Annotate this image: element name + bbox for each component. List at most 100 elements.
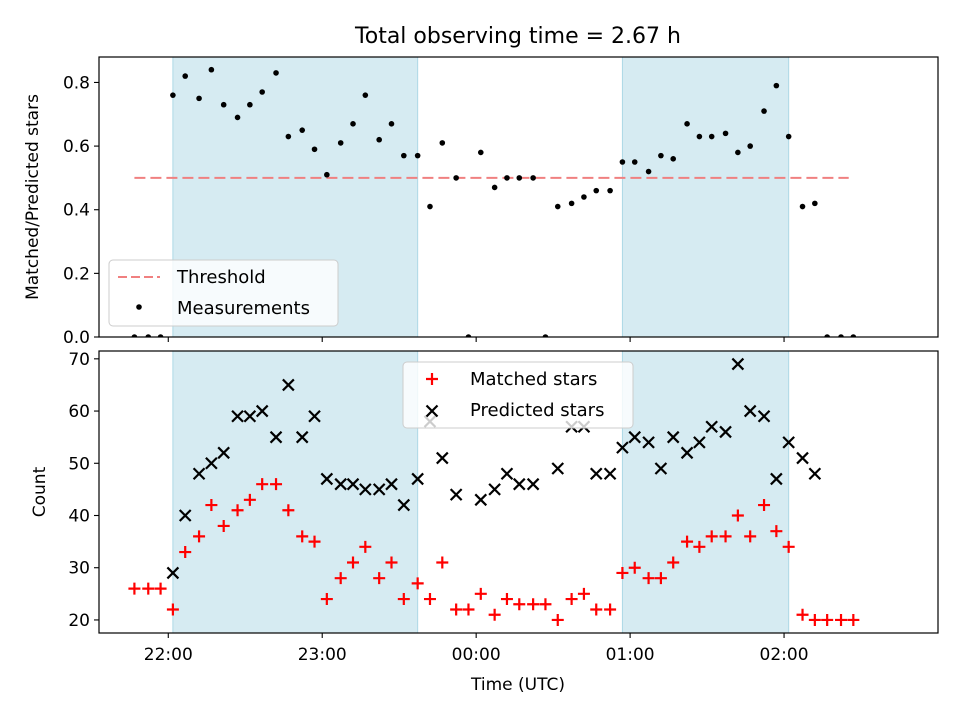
- count-panel: 20 30 40 50 60 70 22:00 23:00 00:00 01:00 02:00 Cou…: [30, 350, 939, 665]
- matched-stars-point: [577, 587, 590, 600]
- matched-stars-point: [821, 613, 834, 626]
- predicted-stars-point: [411, 472, 424, 486]
- y-axis-label: Count: [30, 466, 50, 517]
- legend-box: [108, 259, 339, 327]
- shaded-interval: [621, 350, 790, 634]
- predicted-stars-point: [205, 457, 218, 470]
- matched-stars-point: [347, 556, 360, 569]
- measurement-point: [259, 89, 265, 95]
- measurement-point: [645, 168, 652, 175]
- measurement-point: [773, 82, 780, 89]
- measurement-point: [735, 149, 741, 156]
- plot-area: [128, 357, 860, 626]
- measurement-point: [607, 187, 613, 194]
- matched-stars-point: [808, 613, 821, 626]
- matched-stars-point: [423, 593, 436, 606]
- measurement-point: [568, 200, 575, 207]
- legend-predicted-swatch: [425, 404, 439, 418]
- matched-stars-point: [719, 530, 732, 543]
- matched-stars-point: [256, 478, 269, 491]
- measurement-point: [491, 184, 498, 191]
- measurement-point: [299, 127, 306, 133]
- matched-stars-point: [436, 556, 449, 569]
- matched-stars-point: [796, 608, 809, 621]
- matched-stars-point: [270, 478, 283, 491]
- axes-frame: [98, 350, 939, 634]
- predicted-stars-point: [628, 430, 642, 444]
- measurement-point: [477, 149, 484, 156]
- matched-stars-point: [411, 577, 424, 590]
- y-tick-label: 0.2: [63, 264, 90, 284]
- matched-stars-point: [320, 593, 333, 606]
- predicted-stars-point: [308, 410, 321, 423]
- measurement-point: [838, 334, 844, 337]
- matched-stars-point: [667, 556, 680, 569]
- measurement-point: [465, 334, 472, 337]
- y-tick-label: 0.8: [63, 73, 90, 93]
- measurement-point: [362, 92, 369, 98]
- measurement-point: [747, 143, 753, 149]
- matched-stars-point: [373, 572, 386, 585]
- matched-stars-point: [590, 603, 603, 616]
- predicted-stars-point: [642, 436, 655, 449]
- matched-stars-point: [835, 613, 848, 626]
- predicted-stars-point: [166, 566, 180, 580]
- plot-area: [131, 66, 857, 337]
- matched-stars-point: [693, 540, 706, 553]
- y-tick-label: 30: [68, 559, 90, 579]
- legend: Threshold Measurements: [108, 259, 339, 327]
- matched-stars-point: [847, 613, 860, 626]
- matched-stars-point: [217, 519, 230, 532]
- predicted-stars-point: [551, 462, 565, 475]
- matched-stars-point: [551, 613, 564, 626]
- predicted-stars-point: [719, 425, 732, 439]
- legend-label: Measurements: [177, 298, 310, 319]
- measurement-point: [157, 334, 164, 337]
- predicted-stars-point: [705, 420, 718, 433]
- measurement-point: [273, 70, 279, 76]
- predicted-stars-point: [282, 378, 295, 392]
- axes-frame: [98, 56, 939, 338]
- predicted-stars-point: [616, 441, 629, 454]
- shaded-interval: [621, 56, 790, 338]
- predicted-stars-point: [680, 446, 694, 460]
- measurement-point: [311, 146, 318, 153]
- measurement-point: [234, 114, 241, 121]
- predicted-stars-point: [231, 410, 244, 423]
- legend: Matched stars Predicted stars: [402, 361, 634, 429]
- predicted-stars-point: [474, 493, 488, 507]
- matched-stars-point: [513, 598, 526, 611]
- matched-stars-point: [296, 530, 309, 543]
- y-tick-label: 0.0: [63, 328, 90, 348]
- measurement-point: [196, 95, 202, 102]
- matched-stars-point: [462, 603, 475, 616]
- predicted-stars-point: [385, 477, 398, 491]
- x-tick-label: 22:00: [144, 645, 193, 665]
- measurement-point: [619, 159, 626, 165]
- measurement-point: [516, 175, 523, 181]
- measurement-point: [208, 66, 215, 73]
- measurement-point: [182, 73, 189, 79]
- measurement-point: [170, 92, 176, 98]
- measurement-point: [530, 175, 536, 181]
- measurement-point: [337, 140, 344, 146]
- predicted-stars-point: [372, 483, 386, 496]
- matched-stars-point: [128, 582, 141, 595]
- measurement-point: [824, 334, 830, 337]
- measurement-point: [504, 175, 510, 181]
- measurement-point: [684, 121, 690, 127]
- measurement-point: [850, 334, 857, 337]
- predicted-stars-point: [808, 467, 822, 480]
- measurement-point: [812, 200, 818, 207]
- measurement-point: [722, 130, 729, 137]
- matched-stars-point: [205, 499, 218, 512]
- x-axis-label: Time (UTC): [470, 675, 565, 695]
- ratio-panel: 0.0 0.2 0.4 0.6 0.8 Matched/Predicted stars Th…: [23, 56, 939, 348]
- measurement-point: [414, 152, 421, 159]
- matched-stars-point: [308, 535, 321, 548]
- measurement-point: [785, 133, 792, 140]
- measurement-point: [696, 133, 703, 140]
- matched-stars-point: [385, 556, 398, 569]
- predicted-stars-point: [192, 467, 206, 480]
